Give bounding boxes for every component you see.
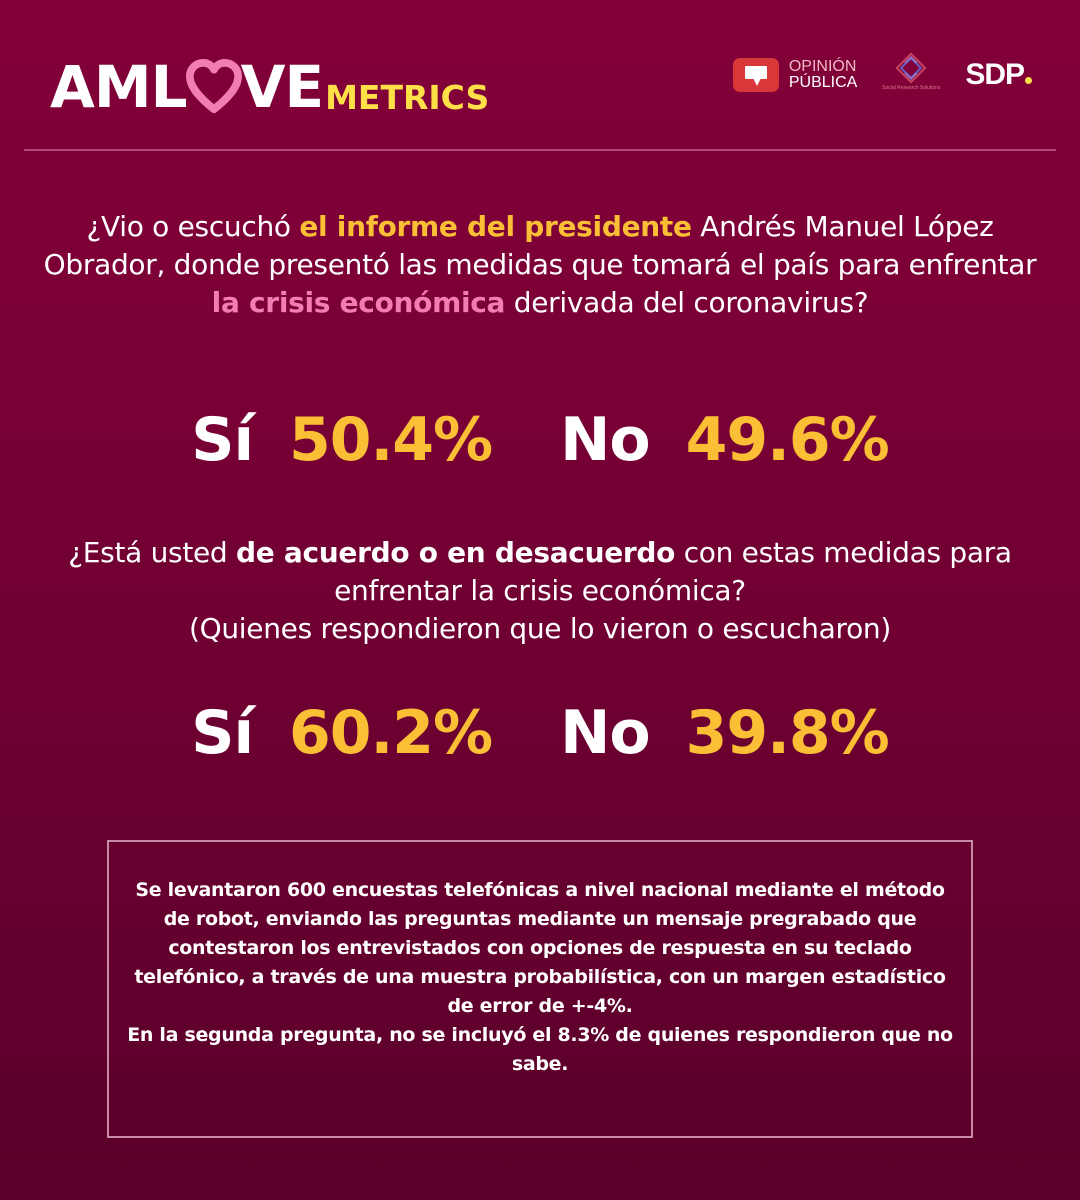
opinion-publica-text: OPINIÓN PÚBLICA (789, 59, 857, 91)
q2-yes-value: 60.2% (289, 698, 493, 768)
methodology-text: Se levantaron 600 encuestas telefónicas … (120, 876, 960, 1079)
header-divider (24, 149, 1056, 151)
methodology-description: Se levantaron 600 encuestas telefónicas … (134, 878, 946, 1017)
amlove-metrics-logo: AML VE METRICS (50, 46, 489, 116)
social-research-solutions-logo: Social Research Solutions (882, 51, 941, 99)
q1-highlight-informe: el informe del presidente (299, 210, 692, 243)
header: AML VE METRICS OPINIÓN PÚBLICA Social Re… (0, 0, 1080, 150)
q1-yes-label: Sí (191, 405, 254, 475)
sdp-logo: SDP (965, 58, 1032, 92)
logo-metrics: METRICS (325, 78, 490, 117)
q1-highlight-crisis: la crisis económica (211, 286, 506, 319)
q2-qualifier: (Quienes respondieron que lo vieron o es… (189, 612, 891, 645)
question-1: ¿Vio o escuchó el informe del presidente… (40, 208, 1040, 322)
q1-no-label: No (560, 405, 650, 475)
methodology-box: Se levantaron 600 encuestas telefónicas … (107, 840, 973, 1138)
q2-no-value: 39.8% (685, 698, 890, 768)
results-question-2: Sí 60.2% No 39.8% (0, 698, 1080, 768)
q2-highlight-acuerdo: de acuerdo o en desacuerdo (236, 536, 676, 569)
sdp-dot-icon (1025, 77, 1032, 84)
q2-no-label: No (560, 698, 650, 768)
q1-text-a: ¿Vio o escuchó (86, 210, 300, 243)
opinion-publica-logo: OPINIÓN PÚBLICA (732, 58, 857, 92)
partner-logos: OPINIÓN PÚBLICA Social Research Solution… (732, 50, 1032, 100)
q2-text-b: con estas medidas para enfrentar la cris… (334, 536, 1012, 607)
question-2: ¿Está usted de acuerdo o en desacuerdo c… (40, 534, 1040, 648)
srs-label: Social Research Solutions (882, 85, 941, 91)
logo-part2: VE (240, 53, 325, 121)
q2-text-a: ¿Está usted (68, 536, 236, 569)
q1-text-b: Andrés Manuel López Obrador, donde prese… (43, 210, 1037, 281)
logo-part1: AML (50, 53, 188, 121)
q1-yes-value: 50.4% (289, 405, 493, 475)
opinion-publica-line2: PÚBLICA (788, 74, 858, 91)
heart-icon (185, 59, 242, 114)
methodology-note: En la segunda pregunta, no se incluyó el… (127, 1023, 953, 1075)
srs-diamond-icon (895, 52, 927, 84)
logo-wordmark: AML VE (50, 53, 325, 121)
speech-bubble-icon (732, 58, 779, 92)
opinion-publica-line1: OPINIÓN (788, 58, 857, 75)
sdp-label: SDP (965, 58, 1025, 91)
results-question-1: Sí 50.4% No 49.6% (0, 405, 1080, 475)
q1-text-c: derivada del coronavirus? (505, 286, 869, 319)
q2-yes-label: Sí (191, 698, 254, 768)
q1-no-value: 49.6% (685, 405, 890, 475)
